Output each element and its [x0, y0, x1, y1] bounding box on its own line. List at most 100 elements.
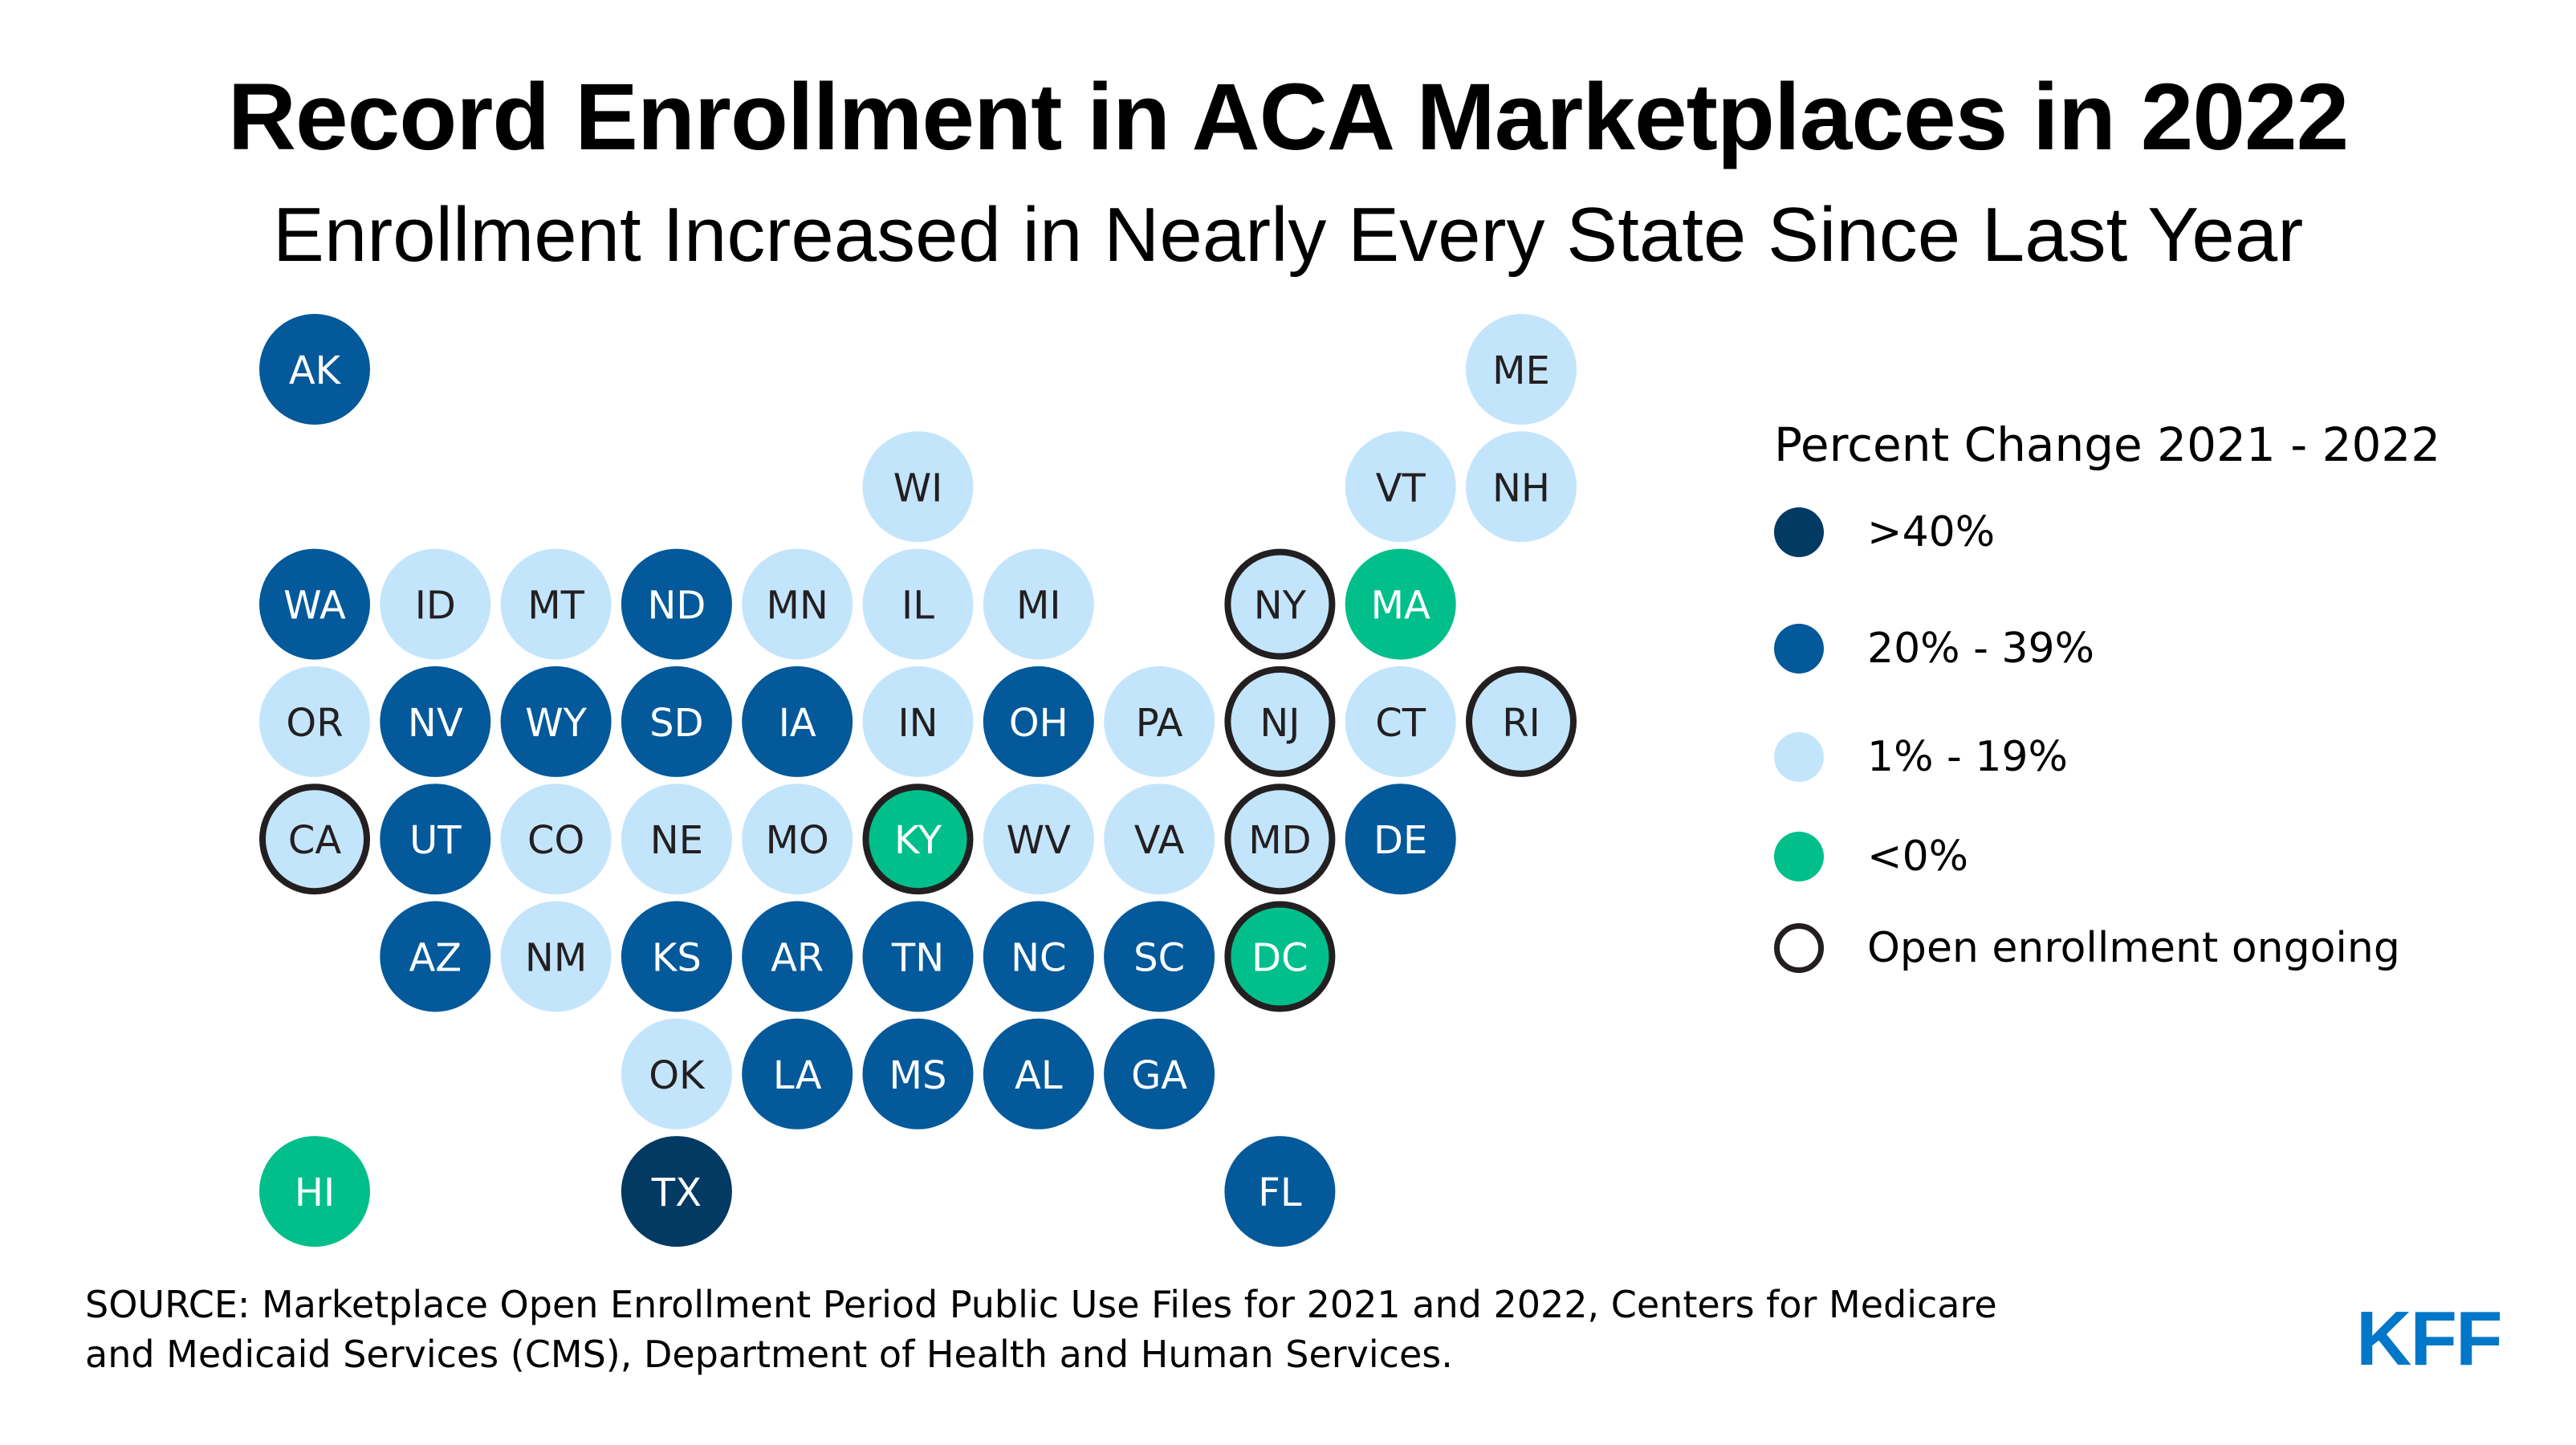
state-label: AZ [409, 936, 462, 981]
state-tile-md: MD [1224, 784, 1336, 895]
state-circle [1104, 666, 1215, 777]
state-circle [983, 1018, 1094, 1130]
state-label: OH [1009, 701, 1068, 746]
state-tile-nh: NH [1466, 431, 1577, 543]
state-circle [862, 431, 974, 543]
legend-title: Percent Change 2021 - 2022 [1774, 417, 2441, 472]
state-tile-al: AL [983, 1018, 1094, 1130]
state-tile-id: ID [380, 548, 491, 660]
state-circle [983, 901, 1094, 1012]
state-label: WV [1007, 818, 1071, 863]
state-label: TN [891, 936, 944, 981]
source-line-1: SOURCE: Marketplace Open Enrollment Peri… [85, 1283, 1997, 1326]
state-circle [1345, 666, 1456, 777]
state-label: IN [897, 701, 938, 746]
chart-title: Record Enrollment in ACA Marketplaces in… [227, 64, 2349, 170]
state-label: CT [1375, 701, 1426, 746]
state-circle [1224, 666, 1336, 777]
legend-item-20to39: 20% - 39% [1774, 624, 2094, 674]
state-label: MN [767, 584, 828, 629]
state-tile-pa: PA [1104, 666, 1215, 777]
state-circle [862, 1018, 974, 1130]
source-note: SOURCE: Marketplace Open Enrollment Peri… [85, 1280, 2172, 1379]
state-label: ME [1492, 348, 1550, 393]
state-label: NV [408, 701, 463, 746]
state-tile-nd: ND [621, 548, 732, 660]
legend-label: >40% [1867, 508, 1996, 556]
state-circle [742, 784, 853, 895]
state-circle [500, 548, 612, 660]
state-label: GA [1131, 1053, 1187, 1098]
state-tile-sd: SD [621, 666, 732, 777]
legend-item-ongoing: Open enrollment ongoing [1774, 923, 2400, 973]
state-circle [500, 784, 612, 895]
state-label: SC [1133, 936, 1185, 981]
state-tile-wi: WI [862, 431, 974, 543]
kff-logo: KFF [2356, 1296, 2503, 1382]
state-circle [742, 548, 853, 660]
legend-swatch-lt0 [1774, 832, 1824, 881]
state-label: PA [1136, 701, 1183, 746]
state-tile-vt: VT [1345, 431, 1456, 543]
state-tile-sc: SC [1104, 901, 1215, 1012]
state-circle [983, 666, 1094, 777]
state-label: TX [651, 1170, 702, 1215]
state-label: MS [889, 1053, 947, 1098]
state-label: DC [1251, 936, 1308, 981]
legend-label: Open enrollment ongoing [1867, 924, 2400, 972]
state-circle [1345, 784, 1456, 895]
state-tile-or: OR [259, 666, 370, 777]
state-circle [259, 548, 370, 660]
state-circle [862, 784, 974, 895]
state-label: ID [415, 584, 456, 629]
state-circle [983, 548, 1094, 660]
state-tile-nv: NV [380, 666, 491, 777]
state-circle [862, 901, 974, 1012]
state-tile-in: IN [862, 666, 974, 777]
state-tile-ky: KY [862, 784, 974, 895]
state-circle [1104, 1018, 1215, 1130]
state-label: IA [779, 701, 816, 746]
state-label: AR [771, 936, 824, 981]
state-label: DE [1373, 818, 1427, 863]
state-label: NE [650, 818, 703, 863]
state-circle [1224, 784, 1336, 895]
state-label: OR [286, 701, 343, 746]
state-circle [1104, 784, 1215, 895]
state-circle [259, 784, 370, 895]
legend-item-gt40: >40% [1774, 507, 1995, 557]
state-tile-tn: TN [862, 901, 974, 1012]
state-tile-az: AZ [380, 901, 491, 1012]
state-tile-ar: AR [742, 901, 853, 1012]
state-label: SD [649, 701, 703, 746]
state-circle [380, 666, 491, 777]
state-tile-ok: OK [621, 1018, 732, 1130]
state-label: NY [1254, 584, 1307, 629]
state-circle [621, 548, 732, 660]
state-tile-ma: MA [1345, 548, 1456, 660]
state-tile-ct: CT [1345, 666, 1456, 777]
state-label: WY [525, 701, 587, 746]
legend-item-1to19: 1% - 19% [1774, 732, 2068, 782]
state-tile-me: ME [1466, 314, 1577, 425]
state-tile-tx: TX [621, 1136, 732, 1248]
state-tile-nm: NM [500, 901, 612, 1012]
state-circle [500, 666, 612, 777]
state-label: MO [766, 818, 829, 863]
state-circle [621, 784, 732, 895]
state-label: MT [527, 584, 584, 629]
state-circle [621, 666, 732, 777]
state-tile-wv: WV [983, 784, 1094, 895]
state-circle [1224, 548, 1336, 660]
state-circle [380, 901, 491, 1012]
state-tile-nc: NC [983, 901, 1094, 1012]
state-label: NJ [1260, 701, 1300, 746]
state-tile-nj: NJ [1224, 666, 1336, 777]
state-circle [1224, 901, 1336, 1012]
state-tile-la: LA [742, 1018, 853, 1130]
state-circle [259, 666, 370, 777]
state-label: NC [1011, 936, 1066, 981]
state-circle [742, 666, 853, 777]
state-tile-ms: MS [862, 1018, 974, 1130]
state-label: MD [1248, 818, 1311, 863]
